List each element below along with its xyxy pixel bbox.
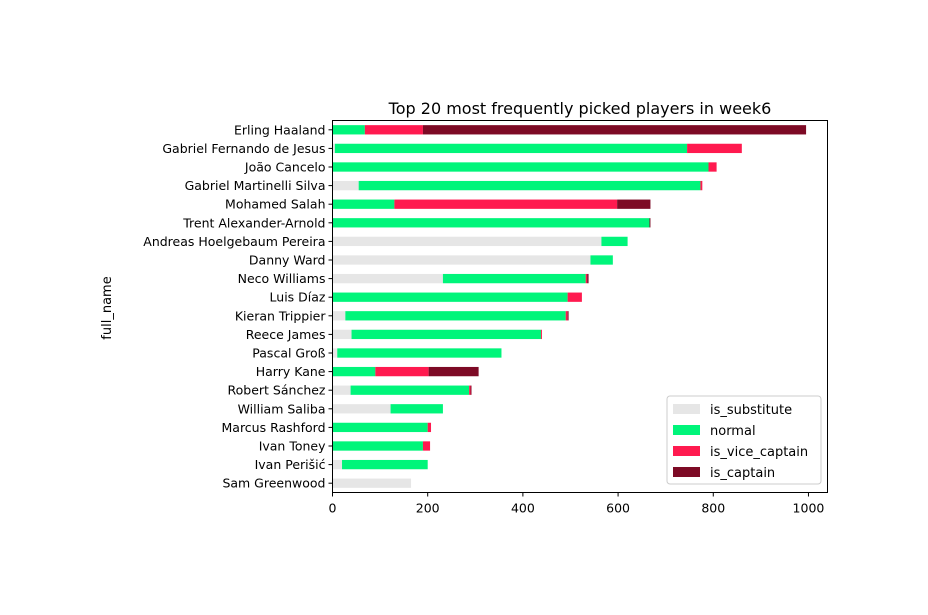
- y-tick-label: Danny Ward: [249, 253, 326, 268]
- bar-is-substitute-1: [332, 143, 335, 154]
- bar-normal-15: [390, 404, 443, 414]
- bar-is-substitute-19: [332, 478, 412, 488]
- y-tick-label: William Saliba: [238, 401, 326, 416]
- bar-normal-18: [342, 459, 428, 470]
- x-tick-label: 0: [329, 501, 337, 516]
- bar-is-vice-captain-13: [375, 366, 429, 377]
- x-tick-label: 600: [606, 501, 630, 516]
- bar-is-captain-4: [617, 199, 651, 209]
- bar-is-substitute-12: [332, 348, 338, 358]
- bar-is-captain-5: [649, 218, 651, 228]
- bar-is-captain-13: [428, 366, 479, 377]
- bar-is-vice-captain-9: [567, 292, 582, 302]
- bar-normal-11: [351, 329, 541, 340]
- y-tick-label: Ivan Toney: [259, 439, 326, 454]
- bar-is-vice-captain-11: [540, 329, 542, 340]
- legend-label-normal: normal: [710, 424, 756, 439]
- y-tick-label: Neco Williams: [238, 271, 326, 286]
- legend-swatch-normal: [673, 425, 700, 435]
- bar-normal-2: [332, 162, 709, 172]
- bar-is-substitute-8: [332, 273, 443, 284]
- legend-swatch-is-vice-captain: [673, 446, 700, 456]
- y-tick-label: Reece James: [246, 327, 326, 342]
- y-tick-label: Pascal Groß: [252, 346, 325, 361]
- bars-group: [332, 125, 807, 488]
- y-ticks-group: Erling Haaland Gabriel Fernando de Jesus J…: [143, 122, 333, 491]
- y-tick-label: Andreas Hoelgebaum Pereira: [143, 234, 325, 249]
- y-tick-label: Trent Alexander-Arnold: [182, 215, 325, 230]
- bar-normal-9: [332, 292, 568, 302]
- bar-is-substitute-18: [332, 459, 343, 470]
- bar-is-captain-14: [470, 385, 472, 395]
- y-tick-label: João Cancelo: [244, 160, 326, 175]
- bar-is-substitute-14: [332, 385, 351, 395]
- bar-is-vice-captain-4: [394, 199, 618, 209]
- y-tick-label: Robert Sánchez: [228, 383, 326, 398]
- bar-normal-1: [334, 143, 688, 154]
- bar-normal-13: [332, 366, 376, 377]
- legend-label-is-vice-captain: is_vice_captain: [710, 445, 808, 460]
- bar-is-captain-0: [422, 125, 807, 135]
- bar-normal-5: [332, 218, 650, 228]
- x-tick-label: 1000: [793, 501, 825, 516]
- bar-normal-7: [590, 255, 613, 265]
- bar-is-vice-captain-3: [700, 180, 703, 191]
- plot-frame: [332, 120, 828, 493]
- y-tick-label: Kieran Trippier: [235, 308, 326, 323]
- x-tick-label: 800: [701, 501, 725, 516]
- y-tick-label: Gabriel Fernando de Jesus: [162, 141, 325, 156]
- x-tick-label: 400: [511, 501, 535, 516]
- bar-is-vice-captain-14: [469, 385, 471, 395]
- y-tick-label: Mohamed Salah: [225, 197, 325, 212]
- bar-normal-0: [332, 125, 365, 135]
- bar-normal-14: [350, 385, 470, 395]
- x-tick-label: 200: [416, 501, 440, 516]
- bar-is-vice-captain-1: [687, 143, 742, 154]
- bar-is-substitute-7: [332, 255, 591, 265]
- bar-is-substitute-3: [332, 180, 359, 191]
- y-tick-label: Marcus Rashford: [222, 420, 326, 435]
- y-tick-label: Ivan Perišić: [255, 457, 326, 472]
- bar-is-vice-captain-0: [364, 125, 423, 135]
- bar-is-substitute-10: [332, 311, 346, 321]
- bar-is-vice-captain-16: [427, 422, 432, 433]
- bar-is-vice-captain-10: [565, 311, 568, 321]
- y-tick-label: Luis Díaz: [270, 290, 326, 305]
- y-axis-label: full_name: [100, 276, 115, 339]
- bar-is-substitute-15: [332, 404, 391, 414]
- legend-label-is-captain: is_captain: [710, 466, 775, 481]
- bar-normal-16: [332, 422, 428, 433]
- y-tick-label: Gabriel Martinelli Silva: [185, 178, 326, 193]
- bar-normal-12: [337, 348, 502, 358]
- bar-is-captain-10: [567, 311, 569, 321]
- bar-is-captain-8: [587, 273, 589, 284]
- x-ticks-group: 0 200 400 600 800 1000: [329, 492, 825, 516]
- bar-normal-3: [358, 180, 701, 191]
- y-tick-label: Harry Kane: [256, 364, 326, 379]
- y-tick-label: Sam Greenwood: [222, 476, 325, 491]
- bar-normal-6: [601, 236, 628, 247]
- bar-normal-8: [442, 273, 586, 284]
- bar-normal-4: [332, 199, 395, 209]
- legend-swatch-is-substitute: [673, 404, 700, 414]
- bar-is-vice-captain-8: [585, 273, 588, 284]
- legend-frame: [666, 395, 822, 485]
- legend-label-is-substitute: is_substitute: [710, 403, 792, 418]
- bar-normal-10: [345, 311, 566, 321]
- legend-swatch-is-captain: [673, 467, 700, 477]
- bar-is-substitute-11: [332, 329, 352, 340]
- y-tick-label: Erling Haaland: [234, 122, 326, 137]
- bar-normal-17: [332, 441, 423, 451]
- chart-title: Top 20 most frequently picked players in…: [388, 99, 772, 118]
- bar-is-vice-captain-2: [708, 162, 717, 172]
- bar-is-substitute-6: [332, 236, 602, 247]
- bar-is-vice-captain-17: [422, 441, 431, 451]
